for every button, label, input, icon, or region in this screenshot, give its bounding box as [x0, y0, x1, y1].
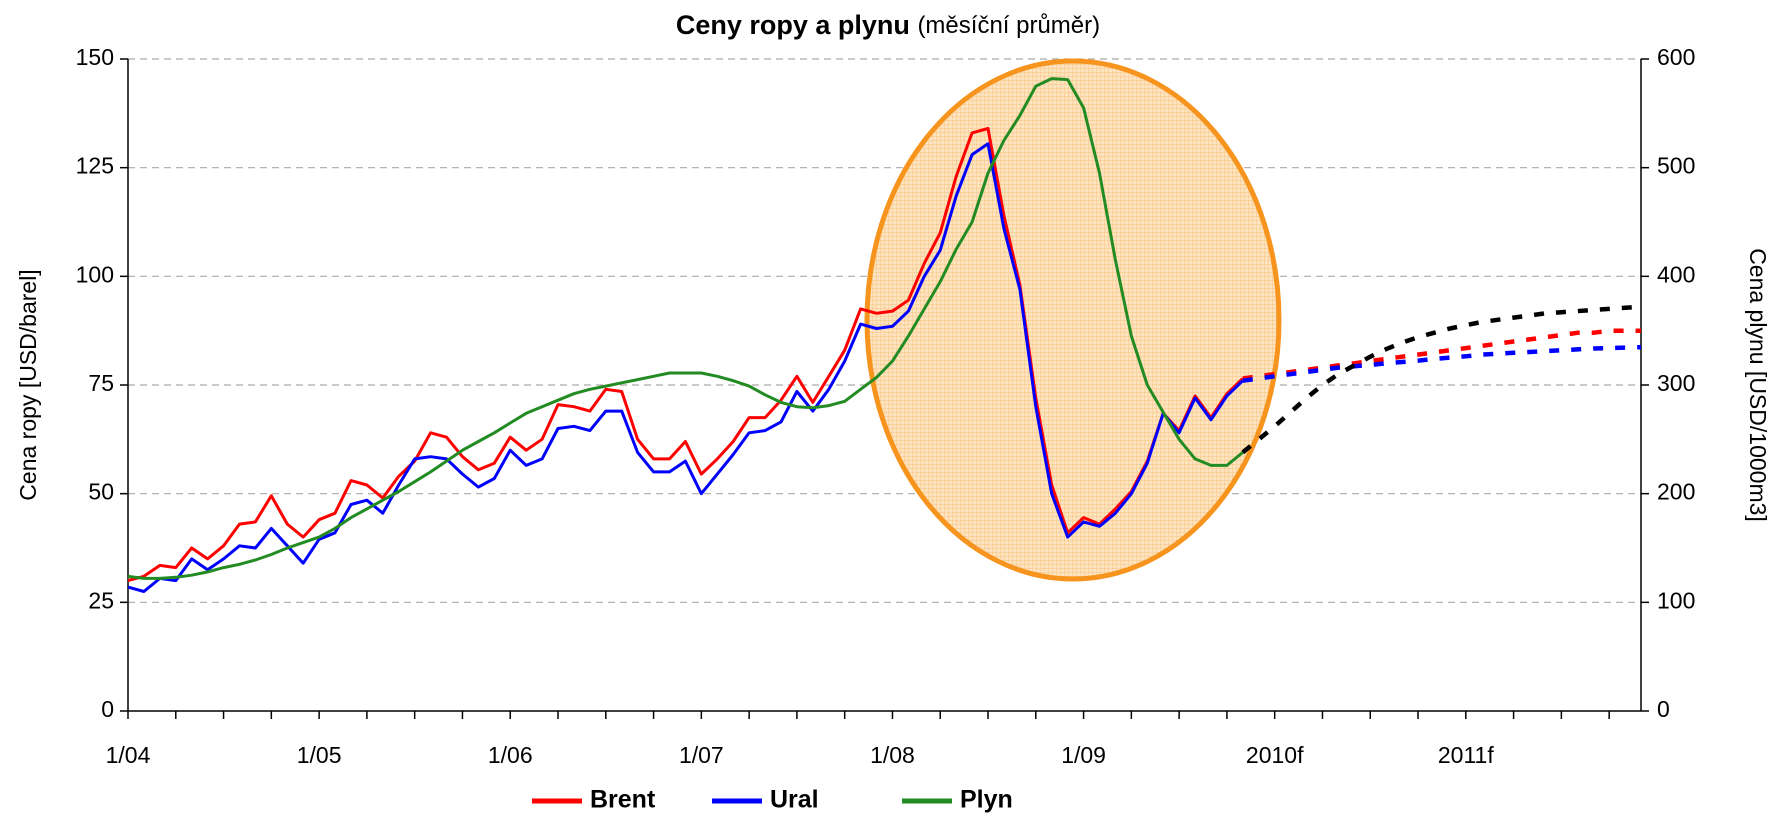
- x-tick-label: 2010f: [1246, 742, 1304, 768]
- y2-axis-label: Cena plynu [USD/1000m3]: [1745, 248, 1771, 522]
- y-tick-label: 100: [76, 261, 114, 287]
- x-tick-label: 1/07: [679, 742, 724, 768]
- y-tick-label: 50: [88, 479, 114, 505]
- forecast-line: [1241, 304, 1642, 455]
- legend-label: Brent: [590, 786, 656, 814]
- y-tick-label: 150: [76, 44, 114, 70]
- x-tick-label: 1/06: [488, 742, 533, 768]
- x-tick-label: 1/09: [1061, 742, 1106, 768]
- y-axis-label: Cena ropy [USD/barel]: [15, 269, 41, 500]
- series-line: [127, 142, 1244, 593]
- title: Ceny ropy a plynu: [676, 10, 910, 40]
- y2-tick-label: 600: [1657, 44, 1695, 70]
- chart-title: Ceny ropy a plynu (měsíční průměr): [676, 10, 1100, 40]
- forecast-line: [1242, 344, 1642, 383]
- y2-tick-label: 400: [1657, 261, 1695, 287]
- y2-tick-label: 500: [1657, 153, 1695, 179]
- y2-tick-label: 300: [1657, 370, 1695, 396]
- forecast-line: [1242, 328, 1641, 381]
- x-tick-label: 1/05: [297, 742, 342, 768]
- legend-label: Plyn: [960, 786, 1013, 814]
- series-line: [127, 77, 1244, 580]
- highlight-group: [864, 58, 1282, 582]
- x-tick-label: 1/08: [870, 742, 915, 768]
- highlight-ellipse: [864, 58, 1282, 582]
- legend-label: Ural: [770, 786, 819, 814]
- series-line: [127, 127, 1244, 583]
- y-tick-label: 25: [88, 587, 114, 613]
- y2-tick-label: 200: [1657, 479, 1695, 505]
- x-tick-label: 1/04: [106, 742, 151, 768]
- x-tick-label: 2011f: [1438, 742, 1494, 768]
- y2-tick-label: 100: [1657, 587, 1695, 613]
- subtitle: (měsíční průměr): [917, 12, 1100, 39]
- y-tick-label: 75: [88, 370, 114, 396]
- y-tick-label: 0: [101, 696, 114, 722]
- y2-tick-label: 0: [1657, 696, 1670, 722]
- y-tick-label: 125: [76, 153, 114, 179]
